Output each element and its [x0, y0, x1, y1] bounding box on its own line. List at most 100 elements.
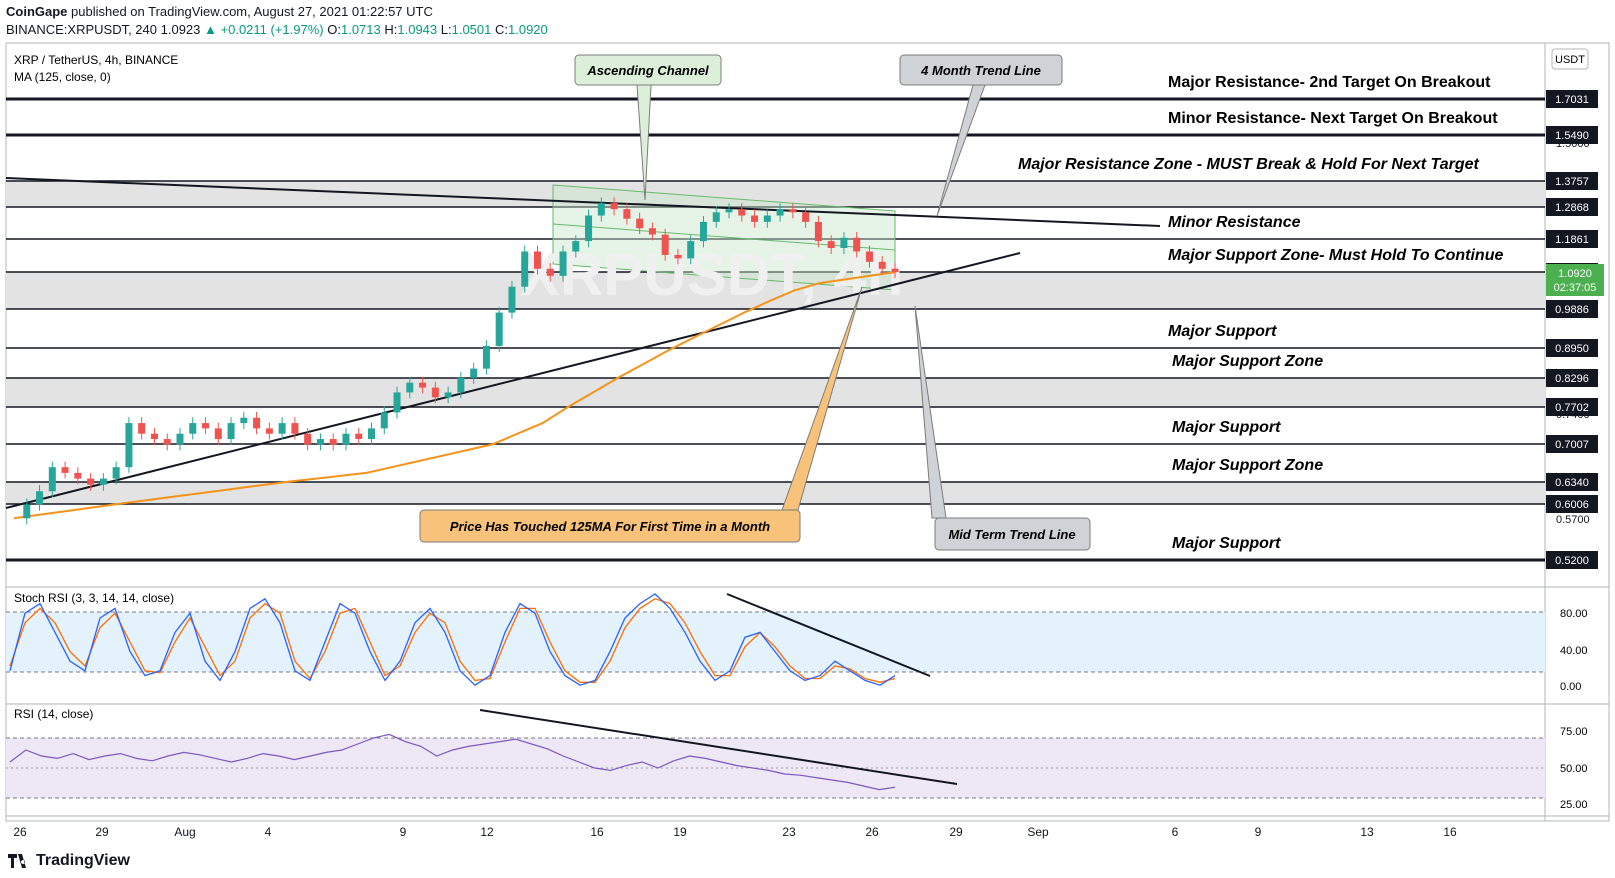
time-axis-label: 12 [480, 825, 494, 839]
candle-body [36, 491, 44, 505]
stoch-d-line [9, 598, 896, 683]
candle-body [814, 221, 822, 242]
candle-body [112, 467, 120, 479]
ohlc-close: 1.0920 [508, 22, 548, 37]
candle-body [572, 241, 580, 252]
candle-body [853, 237, 861, 252]
candle-body [355, 433, 363, 440]
four-month-trend-line [5, 177, 1161, 227]
bar-countdown: 02:37:05 [1554, 282, 1597, 294]
stoch-label: Stoch RSI (3, 3, 14, 14, close) [14, 591, 174, 605]
currency-button[interactable] [1551, 48, 1589, 70]
candle-body [227, 423, 235, 440]
level-price-text: 0.6006 [1555, 499, 1589, 511]
time-axis-label: 26 [13, 825, 27, 839]
candle-body [265, 428, 273, 434]
published-text: published on TradingView.com, August 27,… [71, 4, 433, 19]
candle-body [189, 423, 197, 434]
candle-body [865, 251, 873, 262]
candle-body [125, 423, 133, 468]
callout-4-month: 4 Month Trend Line [899, 54, 1063, 217]
tradingview-brand: TradingView [36, 852, 130, 869]
time-axis-label: 23 [782, 825, 796, 839]
stoch-axis-0: 0.00 [1560, 681, 1581, 693]
channel-midline [552, 223, 896, 251]
symbol-watermark: XRPUSDT, 4h [520, 241, 903, 308]
candle-body [840, 237, 848, 249]
rsi-axis-50: 50.00 [1560, 763, 1588, 775]
time-axis-label: 26 [865, 825, 879, 839]
candle-body [444, 392, 452, 398]
candle-body [48, 467, 56, 492]
support-zone-band-3 [6, 482, 1545, 504]
candle-body [585, 215, 593, 242]
time-axis-label: 13 [1360, 825, 1374, 839]
level-price-tag: 1.7031 [1546, 90, 1598, 108]
candle-body [661, 234, 669, 255]
ohlc-open: 1.0713 [340, 22, 381, 37]
level-price-tag: 0.6340 [1546, 473, 1598, 491]
stoch-k-line [9, 593, 896, 687]
rsi-trend-line [479, 709, 958, 785]
level-price-text: 1.2868 [1555, 202, 1589, 214]
callout-ascending-channel: Ascending Channel [574, 54, 722, 201]
callout-4-month-text: 4 Month Trend Line [920, 63, 1041, 78]
level-price-tag: 1.3757 [1546, 172, 1598, 190]
rsi-line [9, 733, 896, 791]
level-price-tag: 0.5200 [1546, 551, 1598, 569]
candle-body [23, 504, 31, 519]
candle-body [699, 221, 707, 242]
candle-body [304, 433, 312, 445]
tradingview-logo-icon [8, 854, 26, 868]
level-price-text: 1.5490 [1555, 130, 1589, 142]
candle-body [380, 412, 388, 429]
candle-body [878, 261, 886, 269]
time-axis-label: 4 [265, 825, 272, 839]
candle-body [802, 212, 810, 222]
symbol-line: BINANCE:XRPUSDT, 240 [6, 22, 157, 37]
candle-body [789, 209, 797, 213]
callout-ma-touch: Price Has Touched 125MA For First Time i… [419, 286, 863, 543]
stoch-band [6, 612, 1545, 672]
level-price-tag: 1.1861 [1546, 230, 1598, 248]
ohlc-high: 1.0943 [397, 22, 438, 37]
tradingview-logo[interactable]: TradingView [8, 852, 130, 870]
candle-body [827, 241, 835, 249]
level-label: Major Support Zone- Must Hold To Continu… [1168, 247, 1503, 264]
candle-body [508, 286, 516, 313]
candle-body [214, 428, 222, 440]
candle-body [763, 215, 771, 222]
publisher-name: CoinGape [6, 4, 68, 19]
level-price-text: 0.8296 [1555, 373, 1589, 385]
chart-frame [5, 42, 1610, 822]
ohlc-line: BINANCE:XRPUSDT, 240 1.0923 ▲ +0.0211 (+… [6, 22, 548, 37]
rsi-axis-75: 75.00 [1560, 726, 1588, 738]
ma125-line [13, 271, 896, 520]
level-price-tag: 0.8296 [1546, 369, 1598, 387]
chart-title: XRP / TetherUS, 4h, BINANCE [14, 53, 178, 67]
candle-body [674, 254, 682, 259]
level-label: Major Support Zone [1172, 353, 1323, 370]
level-price-text: 0.7007 [1555, 439, 1589, 451]
price-axis-label: 0.5700 [1556, 514, 1590, 526]
candle-body [546, 268, 554, 276]
publish-info: CoinGape published on TradingView.com, A… [6, 4, 433, 19]
candle-body [687, 241, 695, 259]
candle-body [751, 215, 759, 222]
time-axis-label: 29 [949, 825, 963, 839]
time-axis-label: 9 [1255, 825, 1262, 839]
candle-body [559, 251, 567, 276]
stoch-axis-80: 80.00 [1560, 608, 1588, 620]
candle-body [253, 417, 261, 429]
candle-body [521, 251, 529, 287]
level-price-tag: 1.5490 [1546, 126, 1598, 144]
candle-body [316, 439, 324, 445]
currency-button-label: USDT [1555, 54, 1585, 66]
level-price-text: 1.1861 [1555, 234, 1589, 246]
level-label: Major Support [1172, 535, 1281, 552]
time-axis-label: 29 [95, 825, 109, 839]
candle-body [406, 382, 414, 393]
level-price-tag: 0.9886 [1546, 300, 1598, 318]
level-label: Minor Resistance- Next Target On Breakou… [1168, 110, 1498, 127]
